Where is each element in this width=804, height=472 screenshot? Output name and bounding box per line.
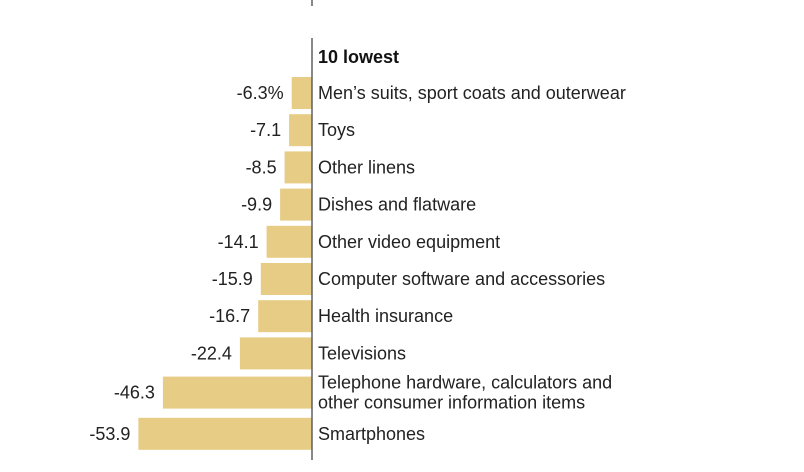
category-label: Smartphones — [318, 424, 425, 444]
bar-value-label: -14.1 — [218, 232, 259, 252]
bar-value-label: -6.3% — [237, 83, 284, 103]
category-label: Men’s suits, sport coats and outerwear — [318, 83, 626, 103]
bar-value-label: -7.1 — [250, 120, 281, 140]
bar-value-label: -15.9 — [212, 269, 253, 289]
bar-value-label: -53.9 — [89, 424, 130, 444]
category-label: Telephone hardware, calculators and — [318, 373, 612, 393]
bar — [239, 337, 312, 370]
bar-value-label: -46.3 — [114, 383, 155, 403]
bars-group — [138, 77, 312, 450]
category-label: Other linens — [318, 157, 415, 177]
bar — [162, 376, 312, 409]
bar — [260, 263, 312, 295]
category-label: Computer software and accessories — [318, 269, 605, 289]
bar — [291, 77, 312, 109]
bar — [266, 225, 312, 258]
category-label: other consumer information items — [318, 393, 585, 413]
value-labels-group: -6.3% -7.1 -8.5 -9.9 -14.1 -15.9 -16.7 -22.4 -46… — [89, 83, 283, 444]
bar — [284, 151, 312, 184]
category-label: Televisions — [318, 343, 406, 363]
bar-value-label: -9.9 — [241, 195, 272, 215]
bar — [258, 300, 312, 333]
bar — [138, 417, 312, 450]
bar — [280, 188, 312, 221]
section-title: 10 lowest — [318, 47, 399, 67]
bar — [289, 114, 312, 147]
bar-value-label: -8.5 — [246, 157, 277, 177]
bar-value-label: -16.7 — [209, 306, 250, 326]
category-label: Other video equipment — [318, 232, 500, 252]
category-labels-group: Men’s suits, sport coats and outerwear To… — [318, 83, 626, 444]
bar-value-label: -22.4 — [191, 343, 232, 363]
category-label: Health insurance — [318, 306, 453, 326]
category-label: Toys — [318, 120, 355, 140]
category-label: Dishes and flatware — [318, 195, 476, 215]
